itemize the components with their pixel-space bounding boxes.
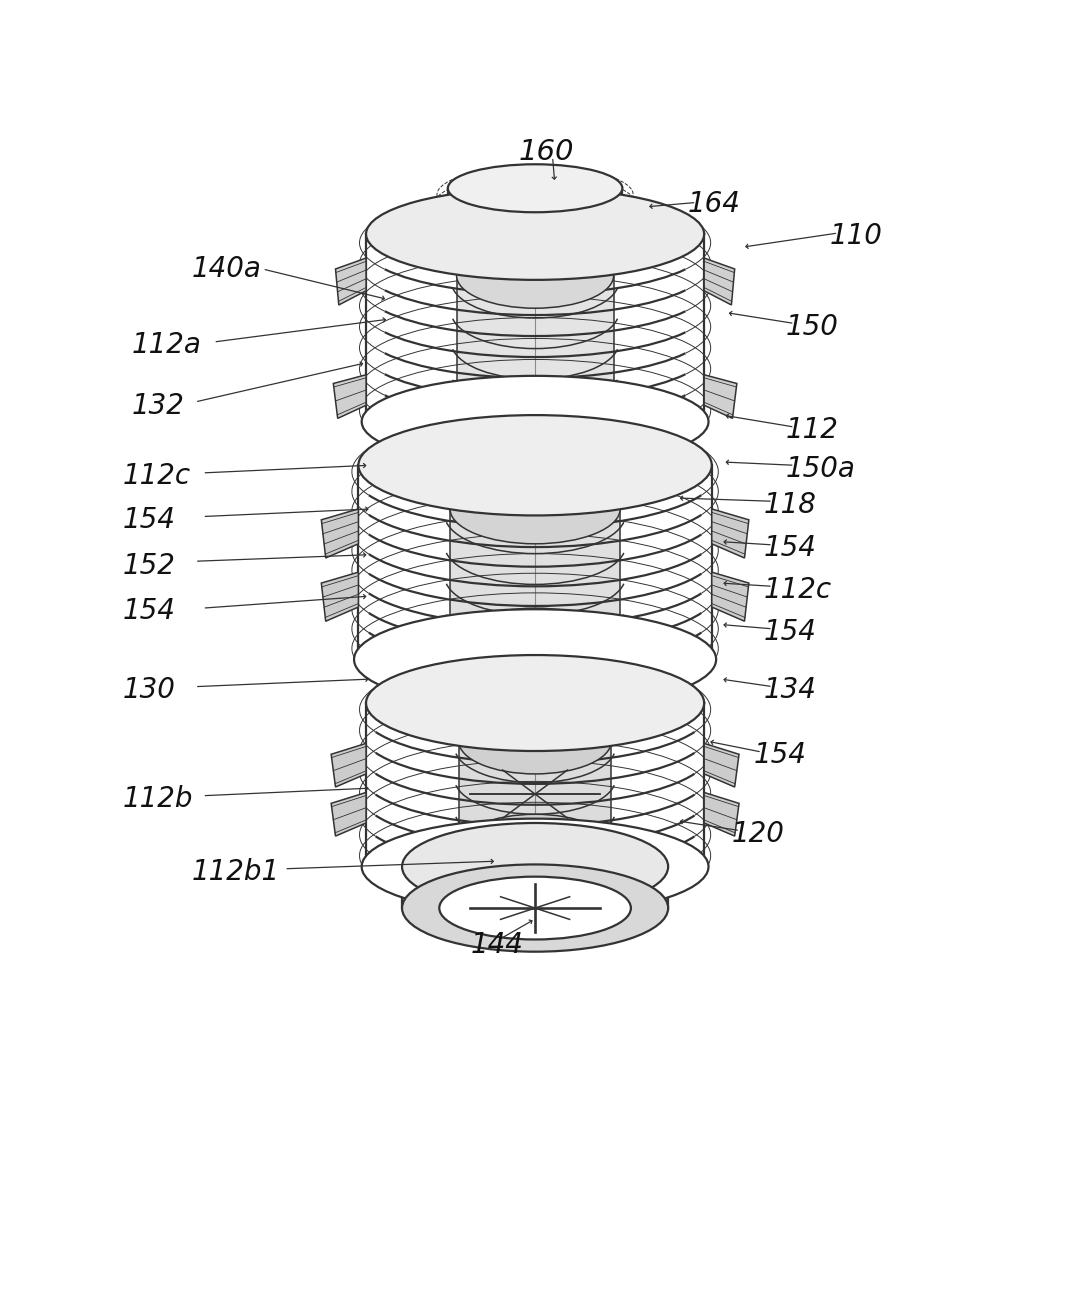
Text: 112c: 112c <box>122 462 191 490</box>
Ellipse shape <box>354 610 716 709</box>
Ellipse shape <box>448 165 622 213</box>
Ellipse shape <box>459 708 612 774</box>
Text: 160: 160 <box>519 139 573 166</box>
Polygon shape <box>704 258 735 305</box>
Text: 144: 144 <box>471 931 523 960</box>
Polygon shape <box>321 508 358 558</box>
Text: 112: 112 <box>786 416 839 445</box>
Ellipse shape <box>358 415 712 515</box>
Ellipse shape <box>361 818 709 914</box>
Polygon shape <box>450 508 620 643</box>
Text: 154: 154 <box>764 534 817 562</box>
Polygon shape <box>366 703 704 866</box>
Polygon shape <box>704 375 737 419</box>
Text: 140a: 140a <box>191 256 261 283</box>
Text: 112c: 112c <box>764 576 832 603</box>
Polygon shape <box>333 375 366 419</box>
Polygon shape <box>456 275 614 409</box>
Ellipse shape <box>361 376 709 467</box>
Polygon shape <box>321 572 358 621</box>
Text: 134: 134 <box>764 676 817 704</box>
Text: 154: 154 <box>122 598 176 625</box>
Text: 130: 130 <box>122 676 176 704</box>
Text: 152: 152 <box>122 551 176 580</box>
Ellipse shape <box>459 815 612 879</box>
Text: 154: 154 <box>753 742 806 769</box>
Ellipse shape <box>428 422 642 482</box>
Text: 110: 110 <box>830 222 882 250</box>
Text: 154: 154 <box>764 619 817 646</box>
Text: 164: 164 <box>688 189 740 218</box>
Ellipse shape <box>456 243 614 309</box>
Text: 150a: 150a <box>786 454 856 482</box>
Text: 112a: 112a <box>131 331 201 359</box>
Polygon shape <box>331 792 366 837</box>
Polygon shape <box>704 743 739 787</box>
Polygon shape <box>712 572 749 621</box>
Polygon shape <box>331 743 366 787</box>
Text: 154: 154 <box>122 506 176 534</box>
Ellipse shape <box>456 376 614 441</box>
Ellipse shape <box>402 824 668 910</box>
Polygon shape <box>358 466 712 659</box>
Ellipse shape <box>450 608 620 678</box>
Text: 112b: 112b <box>122 785 193 813</box>
Polygon shape <box>704 792 739 837</box>
Text: 120: 120 <box>732 820 784 848</box>
Polygon shape <box>366 233 704 422</box>
Ellipse shape <box>402 864 668 952</box>
Text: 118: 118 <box>764 490 817 519</box>
Ellipse shape <box>366 655 704 751</box>
Text: 132: 132 <box>131 393 185 420</box>
Ellipse shape <box>439 877 631 939</box>
Polygon shape <box>335 258 366 305</box>
Text: 112b1: 112b1 <box>191 859 280 886</box>
Polygon shape <box>459 741 612 847</box>
Polygon shape <box>712 508 749 558</box>
Ellipse shape <box>413 661 657 728</box>
Polygon shape <box>402 866 668 908</box>
Ellipse shape <box>450 473 620 543</box>
Ellipse shape <box>366 188 704 280</box>
Text: 150: 150 <box>786 313 839 341</box>
